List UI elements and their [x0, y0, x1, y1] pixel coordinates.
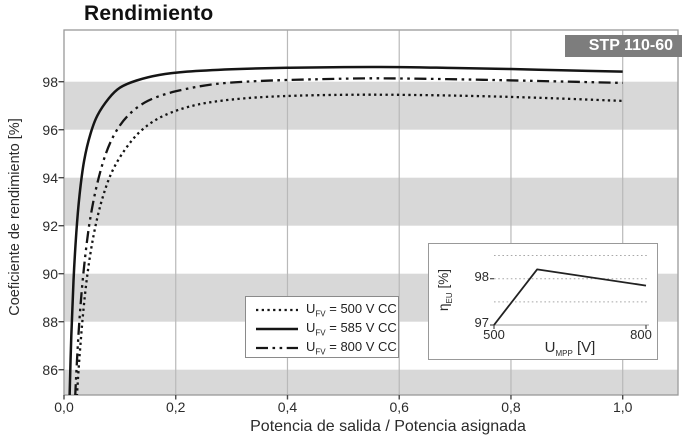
- x-tick-label-0,6: 0,6: [389, 399, 409, 415]
- inset-y-axis-title: ηEU [%]: [436, 269, 454, 311]
- inset-y-tick-97: 97: [474, 315, 489, 330]
- y-tick-label-88: 88: [42, 313, 58, 330]
- legend-item-500v: UFV = 500 V CC: [255, 301, 398, 319]
- legend-label: UFV = 500 V CC: [306, 301, 397, 319]
- legend-item-585v: UFV = 585 V CC: [255, 320, 398, 338]
- legend-dashdot-line-icon: [256, 346, 298, 350]
- x-tick-label-0,8: 0,8: [501, 399, 521, 415]
- legend-dotted-line-icon: [256, 308, 298, 312]
- x-tick-label-0,2: 0,2: [166, 399, 186, 415]
- y-tick-label-90: 90: [42, 265, 58, 282]
- x-tick-label-0,0: 0,0: [54, 399, 74, 415]
- y-tick-label-96: 96: [42, 121, 58, 138]
- legend-solid-line-icon: [256, 327, 298, 331]
- x-tick-label-0,4: 0,4: [277, 399, 298, 415]
- inset-x-tick-500: 500: [483, 327, 505, 342]
- x-tick-label-1,0: 1,0: [612, 399, 633, 415]
- model-badge: STP 110-60: [565, 35, 682, 57]
- inset-chart-box: ηEU [%] UMPP [V] 98 97 500 800: [428, 243, 658, 360]
- inset-x-tick-800: 800: [630, 327, 652, 342]
- legend-label: UFV = 800 V CC: [306, 339, 397, 357]
- y-tick-label-92: 92: [42, 217, 58, 234]
- inset-x-axis-title: UMPP [V]: [544, 339, 596, 358]
- inset-efficiency-line: [493, 268, 647, 326]
- y-axis-title: Coeficiente de rendimiento [%]: [7, 118, 23, 316]
- legend-label: UFV = 585 V CC: [306, 320, 397, 338]
- x-axis-title: Potencia de salida / Potencia asignada: [250, 418, 526, 435]
- y-tick-label-98: 98: [42, 73, 58, 90]
- legend-box: UFV = 500 V CC UFV = 585 V CC UFV = 800 …: [245, 296, 399, 358]
- y-tick-label-94: 94: [42, 169, 58, 186]
- y-tick-label-86: 86: [42, 361, 58, 378]
- inset-y-tick-98: 98: [474, 269, 489, 284]
- chart-title: Rendimiento: [84, 2, 214, 25]
- inset-chart-plot: [490, 255, 649, 329]
- legend-item-800v: UFV = 800 V CC: [255, 339, 398, 357]
